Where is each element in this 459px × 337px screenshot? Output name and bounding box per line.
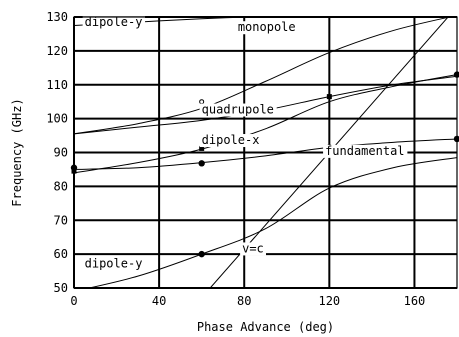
series-line [86,157,457,288]
plot-frame [73,16,458,289]
label-background [240,242,266,256]
label-background [199,134,263,148]
square-marker [199,145,205,151]
y-tick-label: 80 [54,179,68,193]
label-background [323,144,408,158]
y-tick-label: 70 [54,213,68,227]
series-line [74,138,457,170]
x-axis-label: Phase Advance (deg) [197,320,334,334]
y-axis-label: Frequency (GHz) [10,98,24,206]
y-tick-label: 60 [54,247,68,261]
dot-marker [198,160,205,167]
curve-label: v=c [242,241,264,255]
label-background [82,16,146,30]
x-tick-label: 160 [404,294,426,308]
curve-label: dipole-x [202,133,260,147]
x-tick-label: 120 [318,294,340,308]
label-background [82,257,146,271]
dot-marker [198,250,205,258]
y-tick-label: 120 [46,44,68,58]
y-tick-label: 100 [46,112,68,126]
y-tick-label: 90 [54,146,68,160]
label-background [235,21,299,35]
x-tick-label: 40 [152,294,166,308]
y-tick-label: 130 [46,10,68,24]
x-tick-label: 80 [237,294,251,308]
curve-label: monopole [238,20,296,34]
label-background [199,103,277,117]
y-tick-label: 50 [54,281,68,295]
curve-label: dipole-y [85,15,143,29]
curve-labels: dipole-y monopole quadrupole dipole-x fundam… [82,15,408,271]
series-line [74,74,457,174]
x-tick-label: 0 [70,294,77,308]
series-line [74,17,452,135]
tick-labels: 0 40 80 120 160 50 60 70 80 90 100 110 120 130 [46,10,425,308]
curve-label: dipole-y [85,257,143,271]
square-marker [326,94,332,100]
curve-label: fundamental [325,144,404,158]
curve-label: quadrupole [202,103,274,117]
y-tick-label: 110 [46,78,68,92]
